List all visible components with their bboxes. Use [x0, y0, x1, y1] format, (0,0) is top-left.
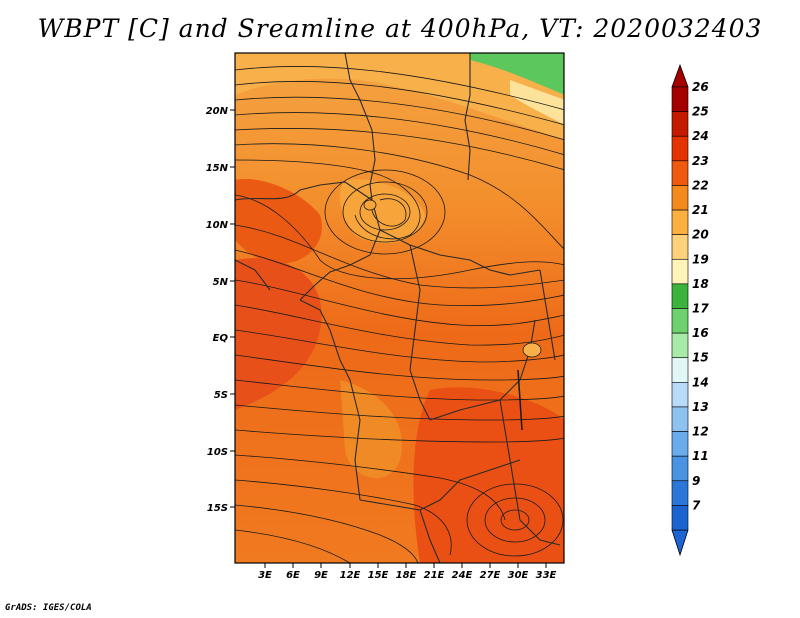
colorbar-label: 21	[692, 203, 709, 217]
field-patch	[339, 179, 425, 244]
colorbar-segment	[671, 505, 689, 531]
colorbar-label: 20	[692, 228, 709, 242]
colorbar-segment	[671, 308, 689, 334]
colorbar-label: 26	[692, 80, 709, 94]
colorbar-label: 18	[692, 277, 709, 291]
chart-title: WBPT [C] and Sreamline at 400hPa, VT: 20…	[37, 14, 763, 43]
colorbar-segment	[671, 382, 689, 408]
lon-tick-label: 18E	[396, 570, 417, 581]
lon-tick-label: 33E	[536, 570, 557, 581]
colorbar-label: 9	[692, 474, 700, 488]
lake-tanganyika	[517, 369, 523, 431]
colorbar-label: 16	[692, 326, 709, 340]
colorbar-label: 15	[692, 351, 709, 365]
colorbar-segment	[671, 86, 689, 112]
colorbar-label: 12	[692, 425, 709, 439]
field-patch	[235, 258, 322, 410]
field-patch	[235, 179, 322, 264]
lat-axis: 20N 15N 10N 5N EQ 5S 10S 15S	[206, 106, 235, 514]
lat-tick-label: 5N	[213, 277, 229, 288]
lon-tick-label: 21E	[424, 570, 445, 581]
colorbar-label: 14	[692, 375, 709, 389]
lon-axis: 3E 6E 9E 12E 15E 18E 21E 24E 27E 30E 33E	[258, 563, 557, 581]
colorbar-segment	[671, 332, 689, 359]
colorbar-segment	[671, 406, 689, 432]
lake-victoria	[522, 342, 542, 358]
colorbar-segment	[671, 455, 689, 482]
lake-chad	[363, 199, 377, 211]
colorbar-label: 7	[692, 498, 701, 512]
colorbar-bottom-arrow	[671, 529, 689, 557]
colorbar-label: 19	[692, 252, 709, 266]
lon-tick-label: 24E	[452, 570, 473, 581]
lat-tick-label: 5S	[214, 390, 228, 401]
map-area	[235, 53, 564, 563]
colorbar-label: 11	[692, 449, 709, 463]
lat-tick-label: 15N	[206, 163, 229, 174]
colorbar-segment	[671, 135, 689, 162]
country-borders	[235, 53, 561, 563]
colorbar-label: 25	[692, 105, 709, 119]
streamlines	[235, 66, 564, 563]
colorbar-segment	[671, 283, 689, 309]
lat-tick-label: 10S	[207, 447, 228, 458]
colorbar-top-arrow	[671, 63, 689, 88]
lon-tick-label: 15E	[368, 570, 389, 581]
lat-tick-label: EQ	[213, 333, 229, 344]
colorbar-segment	[671, 160, 689, 186]
colorbar-label: 17	[692, 302, 709, 316]
field-patch	[235, 53, 564, 140]
colorbar-segment	[671, 480, 689, 506]
lon-tick-label: 27E	[480, 570, 501, 581]
colorbar-label: 13	[692, 400, 709, 414]
lon-tick-label: 3E	[258, 570, 272, 581]
lon-tick-label: 6E	[286, 570, 300, 581]
lon-tick-label: 12E	[340, 570, 361, 581]
footer-credit: GrADS: IGES/COLA	[5, 603, 92, 613]
colorbar: 26 25 24 23 22 21 20 19 18 17 16 15 14 13 12 11 9 7	[671, 63, 709, 557]
map-frame	[234, 52, 565, 564]
lon-tick-label: 9E	[314, 570, 328, 581]
colorbar-segment	[671, 234, 689, 260]
colorbar-segment	[671, 209, 689, 235]
lon-tick-label: 30E	[508, 570, 529, 581]
field-patch-green	[470, 53, 564, 95]
colorbar-segment	[671, 185, 689, 211]
colorbar-segment	[671, 258, 689, 285]
lat-tick-label: 15S	[207, 503, 228, 514]
colorbar-segment	[671, 357, 689, 383]
colorbar-label: 22	[692, 178, 709, 192]
field-patch	[413, 387, 564, 563]
lat-tick-label: 20N	[206, 106, 229, 117]
colorbar-segment	[671, 111, 689, 137]
colorbar-segment	[671, 431, 689, 457]
colorbar-label: 23	[692, 154, 709, 168]
colorbar-label: 24	[692, 129, 709, 143]
lat-tick-label: 10N	[206, 220, 229, 231]
